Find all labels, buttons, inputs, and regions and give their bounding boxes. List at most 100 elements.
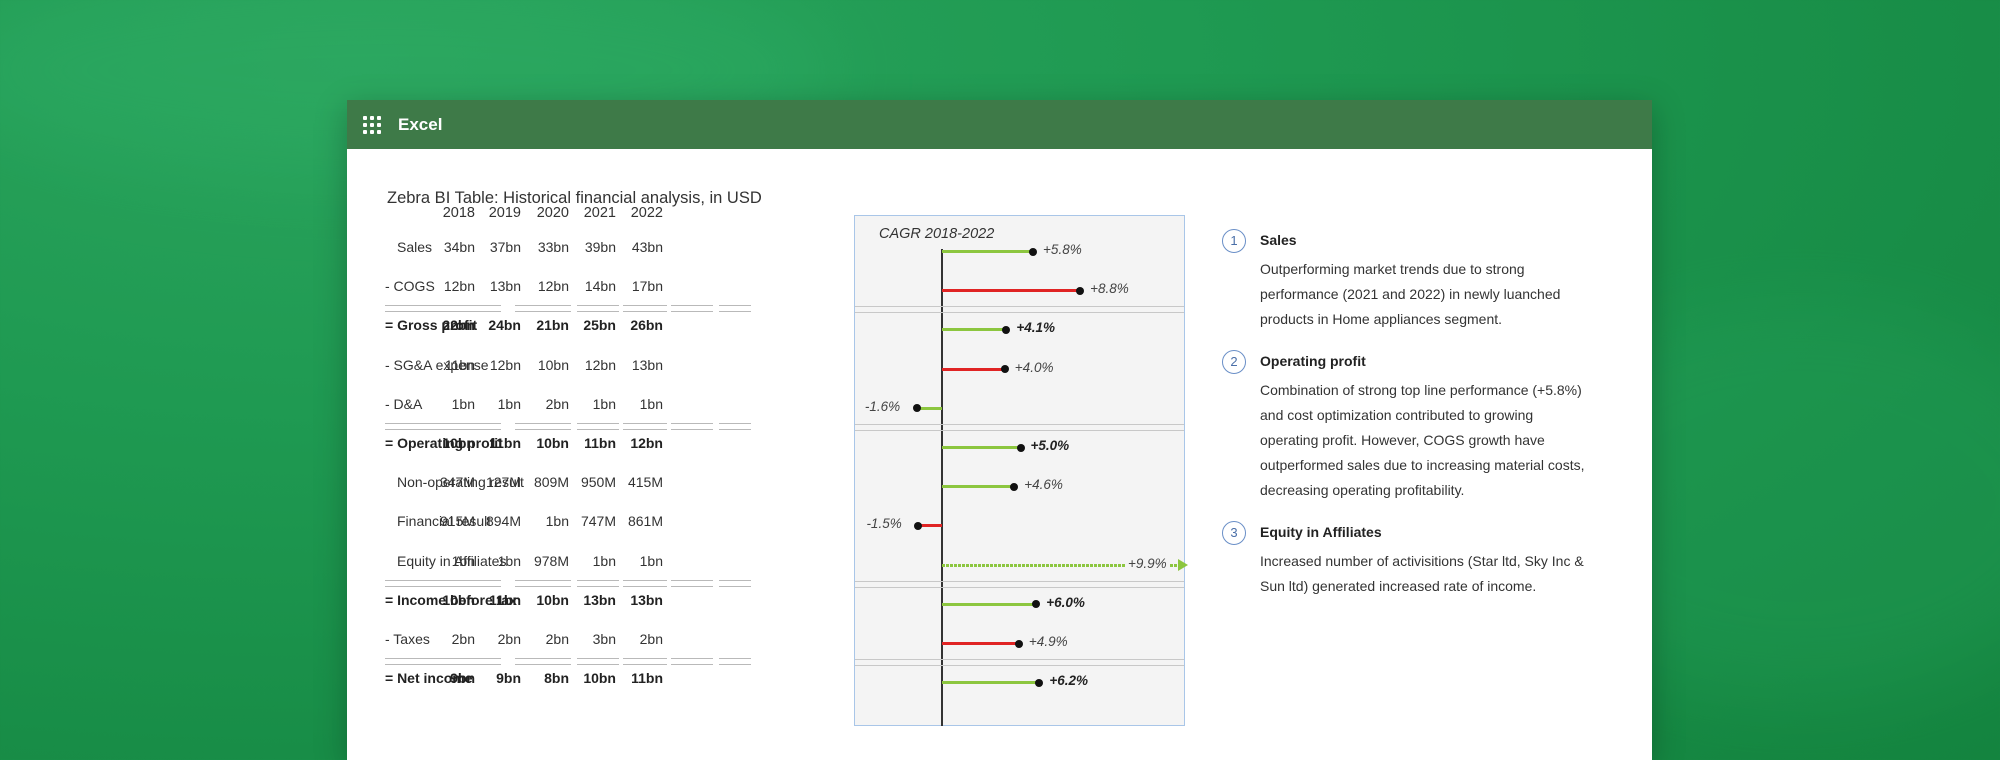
table-cell[interactable]: 12bn [630,435,663,451]
table-cell[interactable]: 9bn [496,670,521,687]
row-separator [719,311,751,313]
row-separator [385,664,501,666]
table-cell[interactable]: 43bn [631,239,663,255]
table-cell[interactable]: 22bn [442,317,475,334]
table-cell[interactable]: 10bn [536,435,569,451]
row-label: Non-operating result [397,474,524,491]
table-cell[interactable]: 1bn [545,513,569,530]
cagr-marker [1014,639,1023,648]
table-cell[interactable]: 21bn [536,317,569,334]
table-cell[interactable]: 1bn [592,552,616,569]
cagr-label: +8.8% [1090,281,1129,297]
table-cell[interactable]: 2bn [639,631,663,647]
row-separator [515,585,571,587]
table-cell[interactable]: 9bn [450,670,475,687]
row-separator [515,429,571,430]
row-label: = Income before tax [385,591,517,608]
table-cell[interactable]: 2bn [497,631,521,647]
table-cell[interactable]: 14bn [584,278,616,295]
table-cell[interactable]: 2bn [451,631,475,647]
row-separator [671,305,713,307]
table-cell[interactable]: 13bn [583,591,616,608]
row-separator [623,664,667,666]
table-cell[interactable]: 25bn [583,317,616,334]
row-separator [719,585,751,587]
row-separator [671,658,713,659]
table-cell[interactable]: 915M [439,513,475,530]
row-label: = Net income [385,670,473,687]
cagr-bar [916,406,942,410]
table-cell[interactable]: 809M [533,474,569,491]
table-cell[interactable]: 37bn [489,239,521,255]
table-cell[interactable]: 11bn [489,591,521,608]
table-cell[interactable]: 12bn [537,278,569,295]
comment-line: outperformed sales due to increasing mat… [1260,457,1585,473]
table-cell[interactable]: 33bn [537,239,569,255]
row-label: - D&A [385,395,423,412]
row-separator [719,664,751,666]
comment-number-badge: 3 [1222,521,1246,545]
column-header-year: 2020 [536,205,569,221]
comment-title: Operating profit [1260,353,1366,369]
comments-panel: 1 Sales Outperforming market trends due to… [1222,229,1622,617]
table-cell[interactable]: 1bn [497,552,521,569]
row-separator [671,422,713,424]
table-cell[interactable]: 10bn [537,356,569,373]
table-cell[interactable]: 2bn [545,395,569,412]
column-header-year: 2018 [442,205,475,221]
table-cell[interactable]: 12bn [443,278,475,295]
cagr-label: -1.6% [864,398,901,414]
table-cell[interactable]: 1bn [451,552,475,569]
table-cell[interactable]: 10bn [442,591,475,608]
table-cell[interactable]: 347M [439,474,475,491]
table-cell[interactable]: 13bn [631,356,663,373]
table-cell[interactable]: 39bn [584,239,616,255]
table-cell[interactable]: 12bn [489,356,521,373]
table-cell[interactable]: 13bn [630,591,663,608]
table-cell[interactable]: 127M [485,474,521,491]
app-launcher-icon[interactable] [363,115,381,134]
comment-body: Combination of strong top line performan… [1260,378,1622,503]
table-cell[interactable]: 17bn [631,278,663,295]
table-cell[interactable]: 1bn [639,395,663,412]
table-cell[interactable]: 11bn [631,670,663,687]
table-cell[interactable]: 1bn [639,552,663,569]
cagr-bar [918,524,942,528]
cagr-marker [1032,600,1041,609]
table-cell[interactable]: 24bn [488,317,521,334]
table-cell[interactable]: 1bn [592,395,616,412]
table-cell[interactable]: 12bn [584,356,616,373]
table-cell[interactable]: 3bn [592,631,616,647]
row-separator [623,579,667,581]
cagr-bar [942,642,1019,645]
table-cell[interactable]: 10bn [442,435,475,451]
row-separator [623,311,667,313]
table-cell[interactable]: 26bn [630,317,663,334]
table-cell[interactable]: 11bn [444,356,475,373]
row-separator [855,659,1184,660]
table-cell[interactable]: 978M [533,552,569,569]
table-cell[interactable]: 34bn [443,239,475,255]
table-cell[interactable]: 950M [580,474,616,491]
table-cell[interactable]: 10bn [536,591,569,608]
cagr-header: CAGR 2018-2022 [879,226,995,242]
table-cell[interactable]: 894M [485,513,521,530]
comment-body: Outperforming market trends due to stron… [1260,257,1622,332]
table-cell[interactable]: 861M [627,513,663,530]
table-cell[interactable]: 747M [580,513,616,530]
table-cell[interactable]: 10bn [583,670,616,687]
table-cell[interactable]: 1bn [451,395,475,412]
excel-window: Excel Zebra BI Table: Historical financi… [347,100,1652,760]
table-cell[interactable]: 11bn [489,435,521,451]
row-separator [385,579,501,581]
table-cell[interactable]: 11bn [584,435,616,451]
table-cell[interactable]: 2bn [545,631,569,647]
cagr-label: +6.2% [1049,673,1088,689]
table-cell[interactable]: 415M [627,474,663,491]
table-cell[interactable]: 13bn [489,278,521,295]
table-cell[interactable]: 8bn [544,670,569,687]
cagr-marker [1010,482,1019,491]
row-separator [623,305,667,307]
row-separator [671,664,713,666]
table-cell[interactable]: 1bn [497,395,521,412]
